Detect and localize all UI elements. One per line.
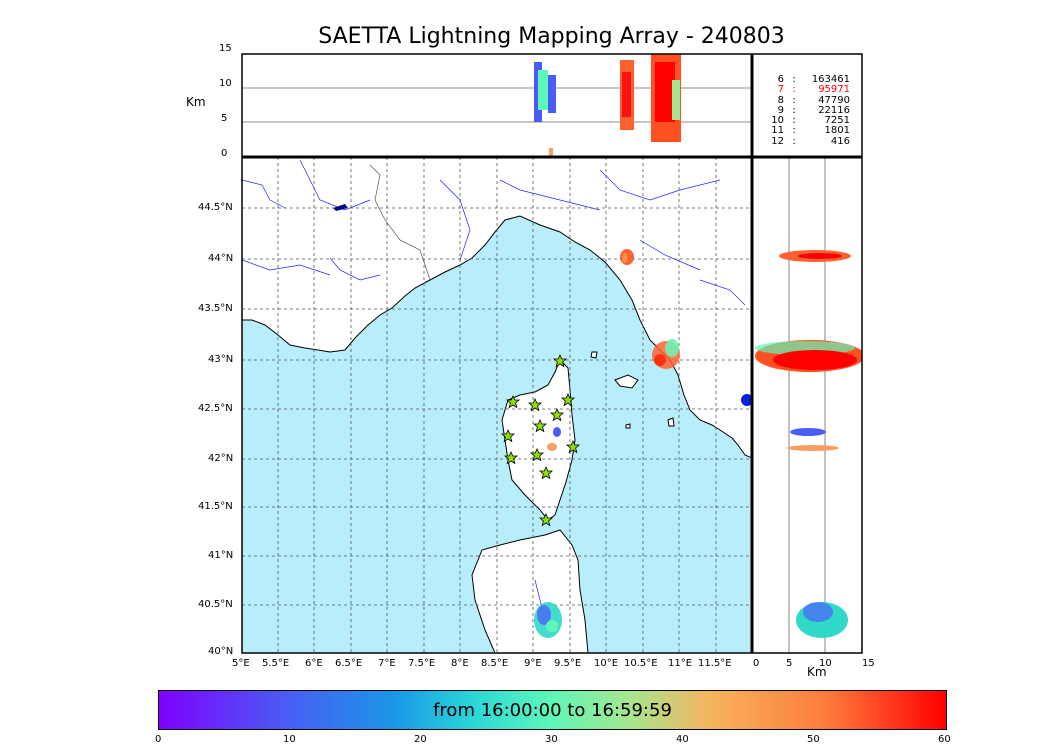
stat-row: 10:7251 — [771, 115, 850, 127]
stat-row: 9:22116 — [777, 104, 850, 116]
lat-tick: 40°N — [208, 646, 234, 657]
lma-stations — [500, 354, 581, 527]
lon-tick: 5°E — [232, 658, 250, 669]
lat-tick: 42.5°N — [198, 403, 233, 414]
colorbar: from 16:00:00 to 16:59:59 — [158, 690, 947, 730]
lon-tick: 9.5°E — [554, 658, 582, 669]
alt-ytick: 15 — [219, 43, 232, 54]
page-title: SAETTA Lightning Mapping Array - 240803 — [318, 24, 785, 49]
lon-tick: 8°E — [451, 658, 469, 669]
side-xtick: 15 — [862, 658, 875, 669]
corsica-island — [501, 359, 576, 521]
lat-tick: 42°N — [208, 453, 234, 464]
lon-tick: 9°E — [524, 658, 542, 669]
map-panel — [242, 157, 752, 653]
graticule — [242, 157, 752, 653]
side-xlabel: Km — [807, 665, 827, 679]
lat-tick: 44°N — [208, 253, 234, 264]
lightning-source — [741, 394, 752, 406]
colorbar-tick: 20 — [414, 734, 427, 745]
lat-tick: 44.5°N — [198, 202, 233, 213]
stat-row: 12:416 — [771, 135, 850, 147]
lon-tick: 8.5°E — [481, 658, 509, 669]
alt-ylabel: Km — [186, 95, 206, 109]
lon-tick: 7.5°E — [408, 658, 436, 669]
stat-row: 11:1801 — [771, 125, 850, 137]
altitude-panel — [242, 54, 752, 157]
stat-row: 7:95971 — [777, 84, 850, 96]
borders — [369, 164, 431, 281]
lon-tick: 10°E — [594, 658, 619, 669]
island — [625, 423, 631, 429]
lon-tick: 10.5°E — [624, 658, 658, 669]
lon-tick: 11°E — [668, 658, 693, 669]
side-panel — [755, 157, 862, 653]
colorbar-tick: 30 — [545, 734, 558, 745]
side-xtick: 0 — [753, 658, 760, 669]
lightning-cluster-corsica — [547, 427, 561, 451]
stat-row: 6:163461 — [777, 74, 850, 85]
station-count-table: 6:163461 7:95971 8:47790 9:22116 10:7251… — [760, 74, 850, 147]
colorbar-tick: 40 — [676, 734, 689, 745]
figure-frame — [241, 53, 863, 654]
stat-row: 8:47790 — [777, 94, 850, 106]
sardinia-island — [471, 529, 589, 653]
colorbar-tick: 10 — [283, 734, 296, 745]
lon-tick: 5.5°E — [262, 658, 290, 669]
lon-tick: 11.5°E — [698, 658, 732, 669]
lon-tick: 7°E — [378, 658, 396, 669]
colorbar-tick: 60 — [938, 734, 951, 745]
side-xtick: 10 — [819, 658, 832, 669]
colorbar-tick: 0 — [155, 734, 162, 745]
lake — [333, 204, 348, 211]
alt-ytick: 5 — [221, 113, 228, 124]
lightning-cluster-ligurian — [620, 249, 634, 265]
lon-tick: 6.5°E — [335, 658, 363, 669]
rivers — [242, 159, 746, 621]
lat-tick: 43°N — [208, 354, 234, 365]
alt-ytick: 10 — [219, 78, 232, 89]
elba-island — [614, 374, 639, 389]
mainland-land — [242, 157, 752, 459]
colorbar-label: from 16:00:00 to 16:59:59 — [433, 700, 672, 721]
colorbar-tick: 50 — [807, 734, 820, 745]
lon-tick: 6°E — [305, 658, 323, 669]
island — [590, 351, 598, 359]
lat-tick: 41.5°N — [198, 501, 233, 512]
lat-tick: 40.5°N — [198, 599, 233, 610]
lat-tick: 41°N — [208, 550, 234, 561]
alt-ytick: 0 — [221, 148, 228, 159]
side-xtick: 5 — [786, 658, 793, 669]
island — [667, 417, 675, 427]
lightning-cluster-sardinia — [534, 602, 562, 638]
lat-tick: 43.5°N — [198, 303, 233, 314]
lightning-cluster-tuscany — [652, 339, 680, 369]
